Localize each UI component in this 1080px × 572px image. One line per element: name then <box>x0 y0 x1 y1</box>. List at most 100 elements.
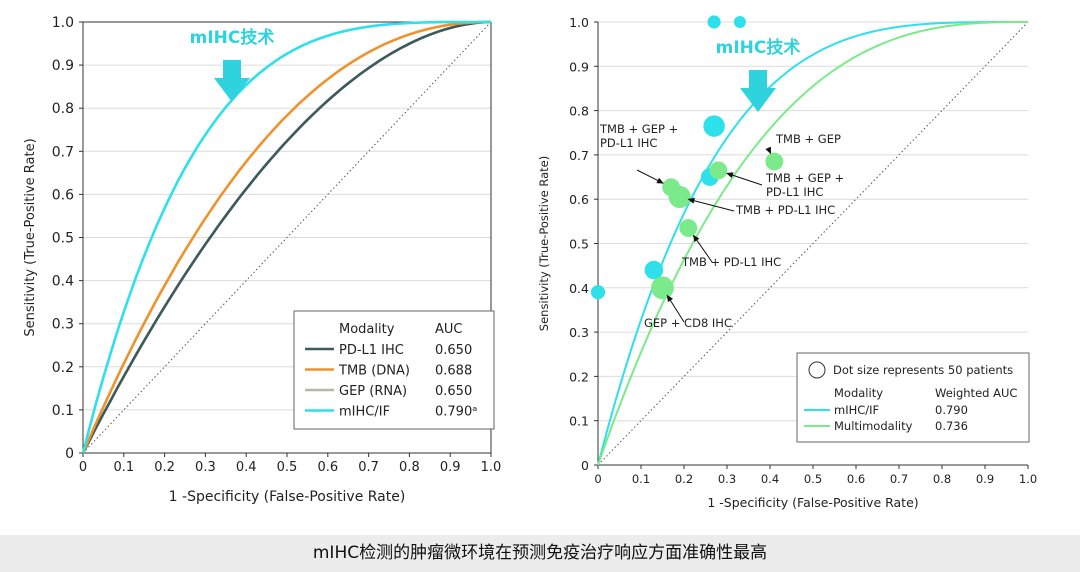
x-tick-label: 0.6 <box>317 460 338 475</box>
y-tick-label: 0.8 <box>569 104 589 119</box>
point-label: GEP + CD8 IHC <box>644 316 732 330</box>
x-tick-label: 0.8 <box>933 472 951 486</box>
legend-auc: 0.736 <box>935 419 968 433</box>
legend-auc: 0.688 <box>435 364 472 379</box>
legend-size-note: Dot size represents 50 patients <box>833 363 1013 377</box>
legend-modality: TMB (DNA) <box>338 364 410 379</box>
point-label: PD-L1 IHC <box>600 136 657 150</box>
legend-auc: 0.790 <box>935 403 968 417</box>
data-point <box>668 185 691 209</box>
y-tick-label: 0.9 <box>52 58 74 74</box>
x-axis-title: 1 -Specificity (False-Positive Rate) <box>169 489 406 505</box>
data-point <box>703 115 725 137</box>
roc-charts: 0 0.1 0.2 0.3 0.4 0.5 0.6 0.7 0.8 0.9 1.0 0 0.1 0.2 0.… <box>23 15 1037 510</box>
y-tick-label: 0.8 <box>52 101 74 117</box>
pointer-arrow <box>694 237 713 263</box>
data-point <box>590 285 606 300</box>
y-tick-label: 0.2 <box>52 360 74 376</box>
data-point <box>733 16 746 28</box>
legend-modality: mIHC/IF <box>339 405 390 420</box>
data-point <box>765 152 784 171</box>
x-tick-label: 1.0 <box>481 460 502 475</box>
legend-box <box>796 352 1030 443</box>
legend-header-modality: Modality <box>834 386 883 400</box>
roc-curve-mihc-if <box>597 21 1028 466</box>
pointer-arrow <box>668 297 685 323</box>
x-tick-label: 0.7 <box>358 460 379 475</box>
y-tick-label: 0.6 <box>569 192 589 207</box>
x-tick-label: 0.1 <box>113 460 134 475</box>
roc-curve-tmb-dna- <box>81 20 491 454</box>
arrow-head <box>765 146 772 155</box>
data-point <box>707 15 721 29</box>
x-tick-label: 0.1 <box>632 472 650 486</box>
y-tick-label: 0.7 <box>569 148 589 163</box>
arrow-head <box>692 234 700 243</box>
pointer-arrow <box>691 199 735 212</box>
reference-diagonal <box>597 21 1029 466</box>
x-axis-title: 1 -Specificity (False-Positive Rate) <box>707 495 918 510</box>
x-tick-label: 1.0 <box>1019 472 1037 486</box>
y-tick-label: 0.9 <box>569 59 589 74</box>
y-tick-label: 0 <box>65 446 74 462</box>
x-tick-label: 0.5 <box>804 472 822 486</box>
x-tick-label: 0 <box>594 472 601 486</box>
y-tick-label: 0.2 <box>569 369 589 384</box>
legend-modality: GEP (RNA) <box>339 384 407 399</box>
down-arrow-icon <box>740 70 776 112</box>
data-point <box>651 276 674 300</box>
legend-header-modality: Modality <box>339 322 395 337</box>
data-point <box>679 219 698 237</box>
y-tick-label: 0.4 <box>52 274 74 290</box>
x-tick-label: 0.4 <box>236 460 257 475</box>
y-axis-title: Sensitivity (True-Positive Rate) <box>23 138 38 336</box>
data-point <box>644 260 664 280</box>
x-tick-label: 0.7 <box>890 472 908 486</box>
pointer-arrow <box>729 173 763 186</box>
y-tick-label: 0.3 <box>569 325 589 340</box>
down-arrow-icon <box>214 60 250 102</box>
reference-diagonal <box>82 21 492 454</box>
y-tick-label: 1.0 <box>569 15 589 30</box>
dot-size-icon <box>808 361 826 379</box>
x-tick-label: 0 <box>79 460 87 475</box>
y-axis-title: Sensitivity (True-Positive Rate) <box>537 156 551 331</box>
y-tick-label: 0.4 <box>569 281 589 296</box>
legend-modality: PD-L1 IHC <box>339 343 404 358</box>
point-label: TMB + PD-L1 IHC <box>735 203 835 217</box>
point-label: TMB + GEP <box>775 132 841 146</box>
y-tick-label: 0.7 <box>52 144 74 160</box>
legend-auc: 0.790ᵃ <box>435 405 477 420</box>
x-tick-label: 0.3 <box>718 472 736 486</box>
point-label: PD-L1 IHC <box>766 185 823 199</box>
y-tick-label: 0.1 <box>52 403 74 419</box>
arrow-head <box>725 172 734 179</box>
x-tick-label: 0.5 <box>277 460 298 475</box>
y-tick-label: 0 <box>581 458 589 473</box>
x-tick-label: 0.8 <box>399 460 420 475</box>
legend-auc: 0.650 <box>435 384 472 399</box>
roc-curve-pd-l1-ihc <box>81 20 492 454</box>
arrow-head <box>656 177 664 184</box>
point-label: TMB + GEP + <box>765 171 844 185</box>
x-tick-label: 0.3 <box>195 460 216 475</box>
y-tick-label: 0.6 <box>52 187 74 203</box>
arrow-head <box>666 294 674 303</box>
y-tick-label: 0.1 <box>569 414 589 429</box>
caption: mIHC检测的肿瘤微环境在预测免疫治疗响应方面准确性最高 <box>0 535 1080 572</box>
legend-modality: mIHC/IF <box>834 403 879 417</box>
arrow-head <box>687 197 695 204</box>
x-tick-label: 0.9 <box>976 472 994 486</box>
x-tick-label: 0.2 <box>675 472 693 486</box>
roc-curve-mihc-if <box>81 20 491 454</box>
point-label: TMB + GEP + <box>599 122 678 136</box>
x-tick-label: 0.2 <box>154 460 175 475</box>
y-tick-label: 0.3 <box>52 317 74 333</box>
legend-header-auc: AUC <box>435 322 463 337</box>
x-tick-label: 0.6 <box>847 472 865 486</box>
y-tick-label: 0.5 <box>569 237 589 252</box>
legend-modality: Multimodality <box>834 419 913 433</box>
legend-header-auc: Weighted AUC <box>935 386 1017 400</box>
y-tick-label: 0.5 <box>52 231 74 247</box>
x-tick-label: 0.4 <box>761 472 779 486</box>
